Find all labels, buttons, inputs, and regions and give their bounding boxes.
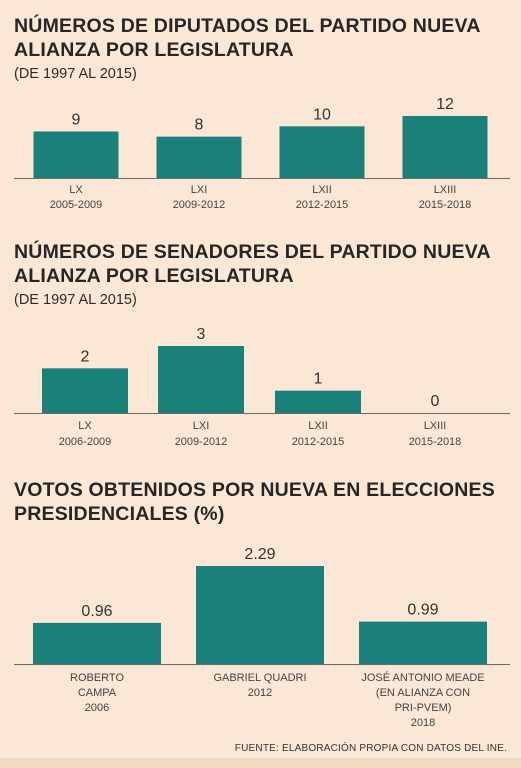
chart-3-category-label-3-3: PRI-PVEM) [395, 702, 452, 714]
chart-2-title: NÚMEROS DE SENADORES DEL PARTIDO NUEVA A… [14, 241, 491, 287]
chart-1-category-label-1-1: LX [69, 184, 83, 196]
chart-2-category-label-3-1: LXII [308, 420, 328, 432]
chart-2-bar-2 [158, 346, 244, 413]
chart-2-category-label-1-2: 2006-2009 [59, 436, 112, 448]
chart-2-bar-1 [42, 368, 128, 413]
chart-2-senadores: 2 LX 2006-2009 3 LXI 2009-2012 1 LXII 2012-2015 0… [14, 326, 510, 448]
chart-3-votos: 0.96 ROBERTO CAMPA 2006 2.29 GABRIEL QUADRI 20… [14, 546, 510, 729]
chart-2-bar-3 [275, 390, 361, 413]
chart-2-category-label-3-2: 2012-2015 [292, 436, 345, 448]
chart-3-title: VOTOS OBTENIDOS POR NUEVA EN ELECCIONES … [14, 479, 495, 525]
chart-1-value-label-4: 12 [436, 96, 454, 113]
chart-1-category-label-1-2: 2005-2009 [50, 199, 103, 211]
chart-1-category-label-3-1: LXII [312, 184, 332, 196]
chart-1-bar-2 [156, 136, 242, 178]
chart-2-category-label-2-1: LXI [193, 420, 210, 432]
chart-3-category-label-1-2: CAMPA [78, 687, 117, 699]
chart-1-subtitle: (DE 1997 AL 2015) [14, 66, 137, 82]
chart-2-category-label-2-2: 2009-2012 [175, 436, 228, 448]
chart-1-bar-3 [279, 126, 365, 178]
chart-1-value-label-1: 9 [72, 112, 81, 129]
chart-1-value-label-2: 8 [195, 117, 204, 134]
chart-2-category-label-4-1: LXIII [424, 420, 447, 432]
chart-3-category-label-3-1: JOSÉ ANTONIO MEADE [361, 671, 484, 684]
chart-3-value-label-2: 2.29 [244, 546, 275, 563]
chart-3-value-label-1: 0.96 [81, 603, 112, 620]
chart-3-category-label-2-2: 2012 [248, 687, 272, 699]
footer-strip [0, 758, 521, 768]
chart-1-category-label-2-2: 2009-2012 [173, 199, 226, 211]
chart-1-category-label-4-1: LXIII [434, 184, 457, 196]
chart-2-value-label-3: 1 [314, 371, 323, 388]
chart-2-value-label-1: 2 [81, 348, 90, 365]
chart-3-bar-1 [33, 622, 161, 664]
source-note: FUENTE: ELABORACIÓN PROPIA CON DATOS DEL… [234, 743, 507, 754]
chart-1-category-label-3-2: 2012-2015 [296, 199, 349, 211]
chart-2-value-label-2: 3 [197, 326, 206, 343]
chart-1-category-label-4-2: 2015-2018 [419, 199, 472, 211]
chart-3-bar-2 [196, 566, 324, 664]
chart-2-category-label-1-1: LX [78, 420, 92, 432]
chart-1-value-label-3: 10 [313, 106, 331, 123]
chart-3-category-label-3-2: (EN ALIANZA CON [376, 687, 470, 699]
chart-3-category-label-3-4: 2018 [411, 717, 435, 729]
chart-1-category-label-2-1: LXI [191, 184, 208, 196]
chart-2-subtitle: (DE 1997 AL 2015) [14, 292, 137, 308]
chart-3-category-label-2-1: GABRIEL QUADRI [213, 672, 306, 684]
chart-1-title: NÚMEROS DE DIPUTADOS DEL PARTIDO NUEVA A… [14, 15, 480, 61]
chart-1-bar-1 [33, 131, 119, 178]
chart-2-category-label-4-2: 2015-2018 [409, 436, 462, 448]
chart-2-value-label-4: 0 [431, 393, 440, 410]
chart-1-diputados: 9 LX 2005-2009 8 LXI 2009-2012 10 LXII 2012-2015… [14, 96, 510, 211]
chart-3-category-label-1-1: ROBERTO [70, 672, 124, 684]
chart-3-value-label-3: 0.99 [407, 602, 438, 619]
chart-3-bar-3 [359, 621, 487, 664]
chart-3-category-label-1-3: 2006 [85, 702, 109, 714]
chart-1-bar-4 [402, 116, 488, 178]
